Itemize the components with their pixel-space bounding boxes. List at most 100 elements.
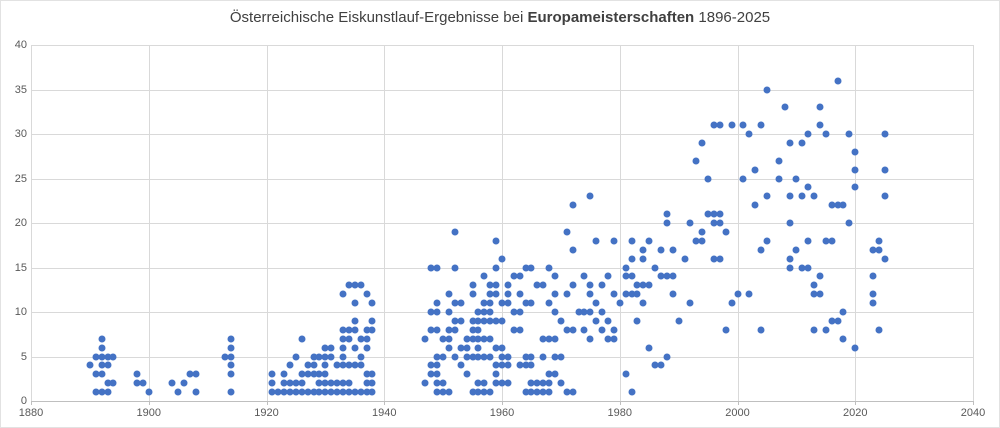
- data-point: [516, 272, 524, 280]
- data-point: [504, 379, 512, 387]
- data-point: [639, 281, 647, 289]
- data-point: [504, 353, 512, 360]
- data-point: [710, 255, 718, 263]
- data-point: [798, 139, 806, 147]
- data-point: [645, 281, 653, 289]
- data-point: [881, 166, 889, 174]
- data-point: [310, 361, 318, 369]
- data-point: [286, 361, 294, 369]
- data-point: [339, 344, 347, 352]
- data-point: [498, 344, 506, 352]
- data-point: [345, 335, 353, 343]
- data-point: [586, 192, 594, 200]
- data-point: [639, 255, 647, 263]
- data-point: [751, 166, 759, 174]
- data-point: [745, 130, 753, 138]
- data-point: [698, 228, 706, 236]
- x-axis-tick: [502, 401, 503, 405]
- data-point: [604, 272, 612, 280]
- data-point: [869, 272, 877, 280]
- data-point: [339, 388, 347, 396]
- data-point: [875, 326, 883, 334]
- data-point: [109, 379, 117, 387]
- data-point: [728, 299, 736, 307]
- y-axis-tick-label: 15: [14, 261, 27, 274]
- data-point: [439, 379, 447, 387]
- data-point: [527, 299, 535, 307]
- data-point: [298, 335, 306, 343]
- data-point: [433, 264, 441, 271]
- data-point: [433, 326, 441, 334]
- data-point: [692, 237, 700, 245]
- data-point: [628, 237, 636, 245]
- data-point: [822, 237, 830, 245]
- data-point: [816, 290, 824, 298]
- data-point: [628, 290, 636, 298]
- data-point: [881, 192, 889, 200]
- data-point: [569, 388, 577, 396]
- data-point: [480, 299, 488, 307]
- data-point: [98, 370, 106, 378]
- data-point: [828, 201, 836, 209]
- data-point: [351, 326, 359, 334]
- data-point: [321, 370, 329, 378]
- data-point: [480, 379, 488, 387]
- data-point: [851, 148, 859, 156]
- data-point: [692, 157, 700, 165]
- data-point: [492, 370, 500, 378]
- data-point: [498, 317, 506, 325]
- chart-title: Österreichische Eiskunstlauf-Ergebnisse …: [1, 9, 999, 26]
- data-point: [604, 317, 612, 325]
- data-point: [869, 299, 877, 307]
- data-point: [716, 121, 724, 129]
- data-point: [539, 335, 547, 343]
- data-point: [345, 361, 353, 369]
- data-point: [327, 379, 335, 387]
- gridline-horizontal: [31, 89, 973, 91]
- data-point: [792, 175, 800, 182]
- data-point: [298, 379, 306, 387]
- data-point: [445, 290, 453, 298]
- data-point: [563, 228, 571, 236]
- gridline-horizontal: [31, 267, 973, 269]
- data-point: [498, 299, 506, 307]
- data-point: [451, 353, 459, 360]
- chart-title-prefix: Österreichische Eiskunstlauf-Ergebnisse …: [229, 9, 528, 26]
- data-point: [545, 299, 553, 307]
- data-point: [451, 317, 459, 325]
- data-point: [227, 388, 235, 396]
- data-point: [657, 272, 665, 280]
- data-point: [739, 121, 747, 129]
- data-point: [533, 388, 541, 396]
- data-point: [186, 370, 194, 378]
- data-point: [339, 335, 347, 343]
- data-point: [280, 370, 288, 378]
- data-point: [739, 175, 747, 182]
- x-axis-tick-label: 1960: [489, 407, 515, 419]
- data-point: [610, 290, 618, 298]
- data-point: [751, 201, 759, 209]
- data-point: [486, 308, 494, 316]
- data-point: [527, 379, 535, 387]
- data-point: [469, 353, 477, 360]
- data-point: [545, 264, 553, 271]
- data-point: [810, 192, 818, 200]
- data-point: [486, 281, 494, 289]
- data-point: [368, 379, 376, 387]
- data-point: [104, 379, 112, 387]
- data-point: [492, 379, 500, 387]
- data-point: [710, 121, 718, 129]
- data-point: [474, 379, 482, 387]
- data-point: [669, 290, 677, 298]
- data-point: [504, 299, 512, 307]
- data-point: [363, 388, 371, 396]
- data-point: [345, 379, 353, 387]
- data-point: [851, 183, 859, 191]
- x-axis-tick: [31, 401, 32, 405]
- x-axis-tick: [973, 401, 974, 405]
- data-point: [522, 353, 530, 360]
- data-point: [480, 353, 488, 360]
- x-axis-tick-label: 1920: [254, 407, 279, 419]
- data-point: [109, 353, 117, 360]
- data-point: [504, 290, 512, 298]
